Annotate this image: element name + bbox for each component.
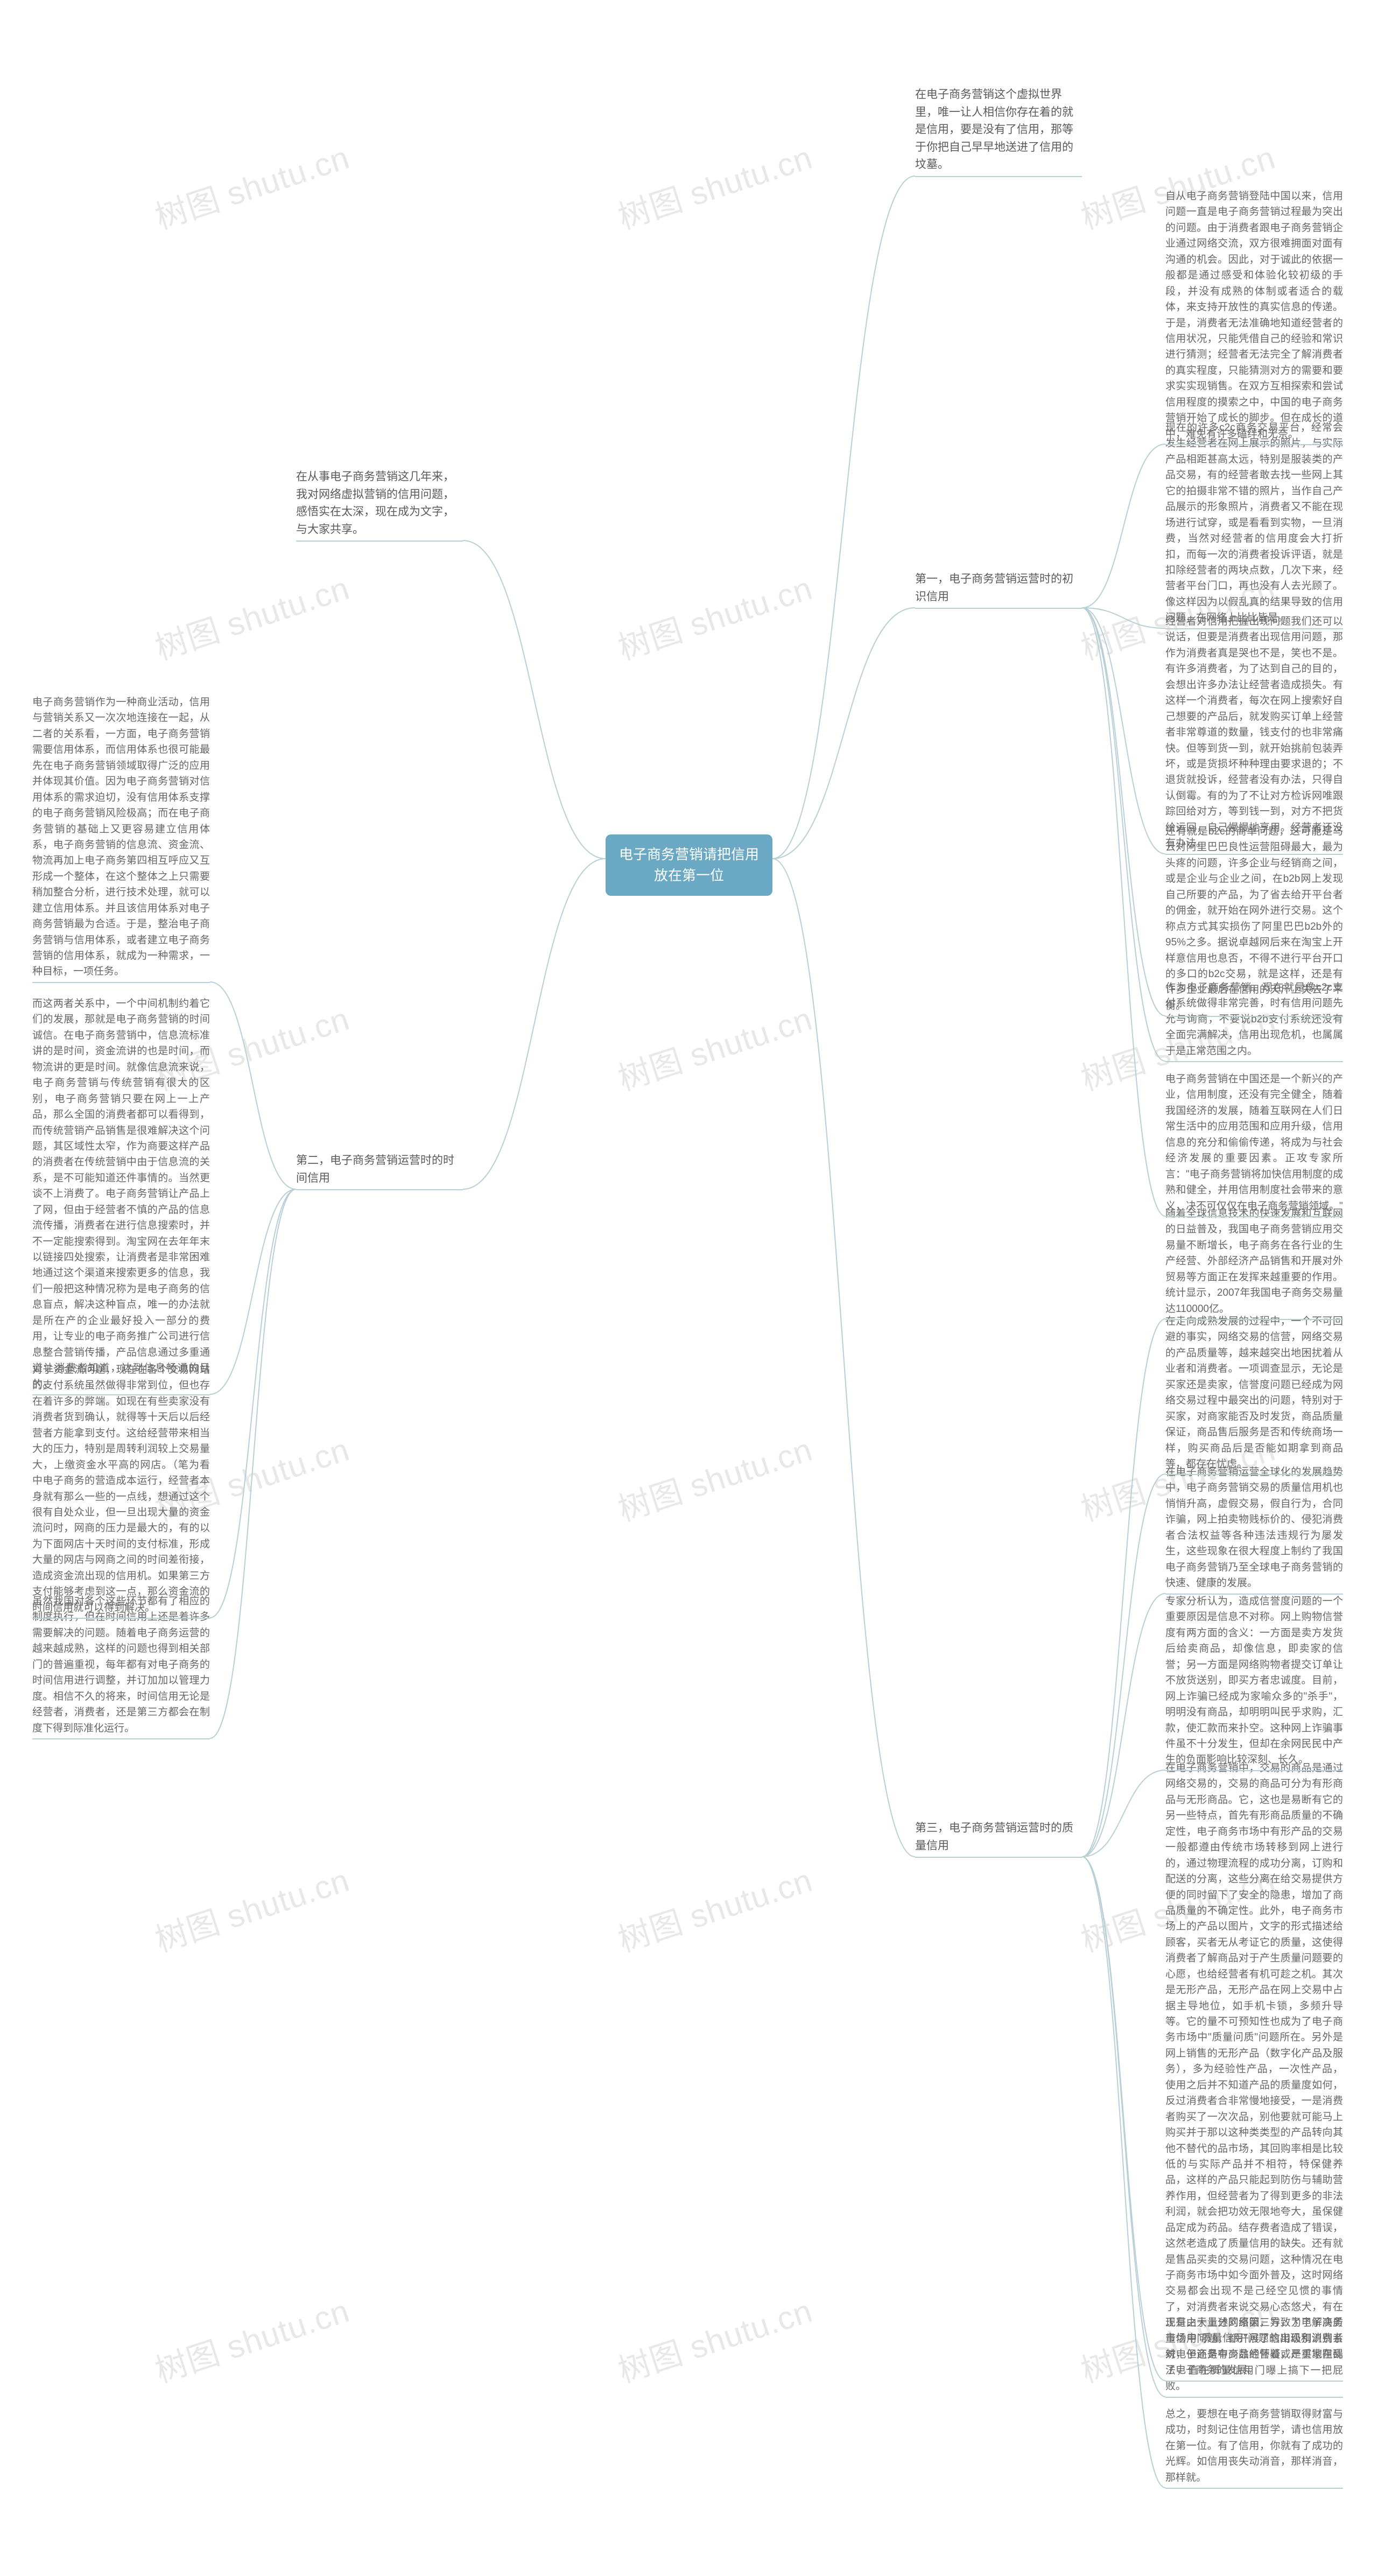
node-underline [1165,444,1343,445]
branch-section2-text: 第二，电子商务营销运营时的时间信用 [296,1154,454,1184]
leaf-section3-0: 随着全球信息技术的快速发展和互联网的日益普及，我国电子商务营销应用交易量不断增长… [1165,1206,1343,1317]
leaf-section3-5-text: 正是由于上述的原因，导致了电子商务市场中"质量信用"问题的出现和消费者对电子商务… [1165,2317,1343,2376]
leaf-section3-4: 在电子商务营销中，交易的商品是通过网络交易的，交易的商品可分为有形商品与无形商品… [1165,1760,1343,2395]
branch-section1: 第一，电子商务营销运营时的初识信用 [915,571,1082,606]
leaf-section1-1-text: 现在的许多c2c商务交易平台，经常会发生经营者在网上展示的照片，与实际产品相距甚… [1165,422,1343,623]
watermark: 树图 shutu.cn [149,562,355,669]
leaf-section3-4-text: 在电子商务营销中，交易的商品是通过网络交易的，交易的商品可分为有形商品与无形商品… [1165,1763,1343,2392]
leaf-section1-2-text: 经营者对信用把握出现问题我们还可以说话，但要是消费者出现信用问题，那作为消费者真… [1165,616,1343,849]
watermark: 树图 shutu.cn [611,2285,818,2391]
node-underline [915,608,1082,609]
leaf-section3-2: 在电子商务营销运营全球化的发展趋势中，电子商务营销交易的质量信用机也悄悄升高，虚… [1165,1464,1343,1591]
leaf-section3-6: 总之，要想在电子商务营销取得财富与成功，时刻记住信用哲学，请也信用放在第一位。有… [1165,2406,1343,2486]
leaf-section1-1: 现在的许多c2c商务交易平台，经常会发生经营者在网上展示的照片，与实际产品相距甚… [1165,420,1343,626]
branch-intro-text: 在从事电子商务营销这几年来，我对网络虚拟营销的信用问题，感悟实在太深，现在成为文… [296,471,454,536]
leaf-section1-5-text: 电子商务营销在中国还是一个新兴的产业，信用制度，还没有完全健全，随着我国经济的发… [1165,1073,1343,1212]
leaf-section1-5: 电子商务营销在中国还是一个新兴的产业，信用制度，还没有完全健全，随着我国经济的发… [1165,1071,1343,1214]
node-underline [915,176,1082,177]
node-underline [1165,1061,1343,1062]
watermark: 树图 shutu.cn [149,131,355,238]
leaf-section2-0-text: 电子商务营销作为一种商业活动，信用与营销关系又一次次地连接在一起，从二者的关系看… [32,697,210,977]
leaf-section3-1: 在走向成熟发展的过程中，一个不可回避的事实，网络交易的信营，网络交易的产品质量等… [1165,1314,1343,1472]
leaf-section2-0: 电子商务营销作为一种商业活动，信用与营销关系又一次次地连接在一起，从二者的关系看… [32,694,210,980]
node-underline [1165,1319,1343,1320]
leaf-section3-1-text: 在走向成熟发展的过程中，一个不可回避的事实，网络交易的信营，网络交易的产品质量等… [1165,1316,1343,1470]
watermark: 树图 shutu.cn [611,993,818,1099]
leaf-section2-1: 而这两者关系中，一个中间机制约着它们的发展，那就是电子商务营销的时间诚信。在电子… [32,996,210,1392]
leaf-section3-0-text: 随着全球信息技术的快速发展和互联网的日益普及，我国电子商务营销应用交易量不断增长… [1165,1208,1343,1315]
leaf-section2-3-text: 虽然我国对各个这些环节都有了相应的制度执行，但在时间信用上还是着许多需要解决的问… [32,1596,210,1734]
leaf-section3-5: 正是由于上述的原因，导致了电子商务市场中"质量信用"问题的出现和消费者对电子商务… [1165,2315,1343,2378]
node-underline [1165,628,1343,629]
leaf-section1-0-text: 自从电子商务营销登陆中国以来，信用问题一直是电子商务营销过程最为突出的问题。由于… [1165,191,1343,440]
branch-intro: 在从事电子商务营销这几年来，我对网络虚拟营销的信用问题，感悟实在太深，现在成为文… [296,468,463,538]
leaf-section3-2-text: 在电子商务营销运营全球化的发展趋势中，电子商务营销交易的质量信用机也悄悄升高，虚… [1165,1466,1343,1589]
root-text: 电子商务营销请把信用放在第一位 [619,846,759,883]
node-underline [1165,2381,1343,2382]
leaf-section3-6-text: 总之，要想在电子商务营销取得财富与成功，时刻记住信用哲学，请也信用放在第一位。有… [1165,2409,1343,2483]
node-underline [1165,2488,1343,2489]
watermark: 树图 shutu.cn [611,562,818,669]
node-underline [1165,1216,1343,1217]
node-underline [1165,1474,1343,1475]
leaf-section1-4-text: 作为电子商务营销，现在就是像c2c支付系统做得非常完善，时有信用问题先允与询商，… [1165,982,1343,1057]
node-underline [296,1189,463,1190]
watermark: 树图 shutu.cn [611,1423,818,1530]
node-underline [1165,1770,1343,1771]
leaf-section3-3-text: 专家分析认为，造成信誉度问题的一个重要原因是信息不对称。网上购物信誉度有两方面的… [1165,1596,1343,1765]
branch-opening: 在电子商务营销这个虚拟世界里，唯一让人相信你存在着的就是信用，要是没有了信用，那… [915,86,1082,174]
root-node: 电子商务营销请把信用放在第一位 [606,834,772,896]
node-underline [1165,1016,1343,1017]
node-underline [296,541,463,542]
leaf-section1-4: 作为电子商务营销，现在就是像c2c支付系统做得非常完善，时有信用问题先允与询商，… [1165,980,1343,1059]
node-underline [1165,1594,1343,1595]
leaf-section1-2: 经营者对信用把握出现问题我们还可以说话，但要是消费者出现信用问题，那作为消费者真… [1165,614,1343,852]
node-underline [1165,854,1343,855]
watermark: 树图 shutu.cn [149,1854,355,1961]
watermark: 树图 shutu.cn [149,2285,355,2391]
branch-opening-text: 在电子商务营销这个虚拟世界里，唯一让人相信你存在着的就是信用，要是没有了信用，那… [915,88,1073,171]
leaf-section3-3: 专家分析认为，造成信誉度问题的一个重要原因是信息不对称。网上购物信誉度有两方面的… [1165,1594,1343,1768]
leaf-section1-0: 自从电子商务营销登陆中国以来，信用问题一直是电子商务营销过程最为突出的问题。由于… [1165,188,1343,442]
branch-section3-text: 第三，电子商务营销运营时的质量信用 [915,1822,1073,1852]
branch-section1-text: 第一，电子商务营销运营时的初识信用 [915,573,1073,603]
leaf-section2-2: 对于资金流问题，现在在各个交易网站的支付系统虽然做得非常到位，但也存在着许多的弊… [32,1362,210,1616]
branch-section3: 第三，电子商务营销运营时的质量信用 [915,1820,1082,1855]
node-underline [32,982,210,983]
watermark: 树图 shutu.cn [611,1854,818,1961]
leaf-section2-1-text: 而这两者关系中，一个中间机制约着它们的发展，那就是电子商务营销的时间诚信。在电子… [32,998,210,1390]
node-underline [1165,2397,1343,2398]
node-underline [32,1618,210,1619]
node-underline [32,1738,210,1739]
leaf-section2-3: 虽然我国对各个这些环节都有了相应的制度执行，但在时间信用上还是着许多需要解决的问… [32,1594,210,1736]
watermark: 树图 shutu.cn [611,131,818,238]
node-underline [915,1857,1082,1858]
branch-section2: 第二，电子商务营销运营时的时间信用 [296,1152,463,1187]
node-underline [32,1394,210,1395]
leaf-section2-2-text: 对于资金流问题，现在在各个交易网站的支付系统虽然做得非常到位，但也存在着许多的弊… [32,1364,210,1613]
